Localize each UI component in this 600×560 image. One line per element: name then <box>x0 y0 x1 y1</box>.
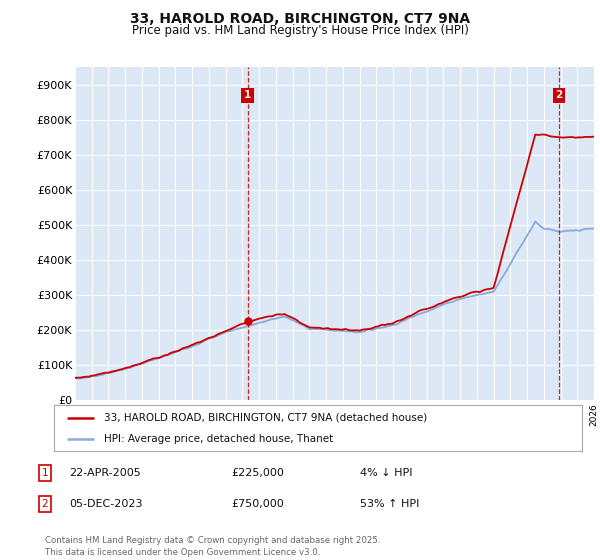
Text: 2: 2 <box>556 90 563 100</box>
Text: 22-APR-2005: 22-APR-2005 <box>69 468 141 478</box>
Text: 4% ↓ HPI: 4% ↓ HPI <box>360 468 413 478</box>
Text: Price paid vs. HM Land Registry's House Price Index (HPI): Price paid vs. HM Land Registry's House … <box>131 24 469 36</box>
Text: Contains HM Land Registry data © Crown copyright and database right 2025.
This d: Contains HM Land Registry data © Crown c… <box>45 536 380 557</box>
Text: 2: 2 <box>41 499 49 509</box>
Text: 1: 1 <box>41 468 49 478</box>
Text: 05-DEC-2023: 05-DEC-2023 <box>69 499 143 509</box>
Text: £750,000: £750,000 <box>231 499 284 509</box>
Text: 33, HAROLD ROAD, BIRCHINGTON, CT7 9NA (detached house): 33, HAROLD ROAD, BIRCHINGTON, CT7 9NA (d… <box>104 413 427 423</box>
Text: HPI: Average price, detached house, Thanet: HPI: Average price, detached house, Than… <box>104 435 334 444</box>
Text: 1: 1 <box>244 90 251 100</box>
Text: 53% ↑ HPI: 53% ↑ HPI <box>360 499 419 509</box>
Text: 33, HAROLD ROAD, BIRCHINGTON, CT7 9NA: 33, HAROLD ROAD, BIRCHINGTON, CT7 9NA <box>130 12 470 26</box>
Text: £225,000: £225,000 <box>231 468 284 478</box>
